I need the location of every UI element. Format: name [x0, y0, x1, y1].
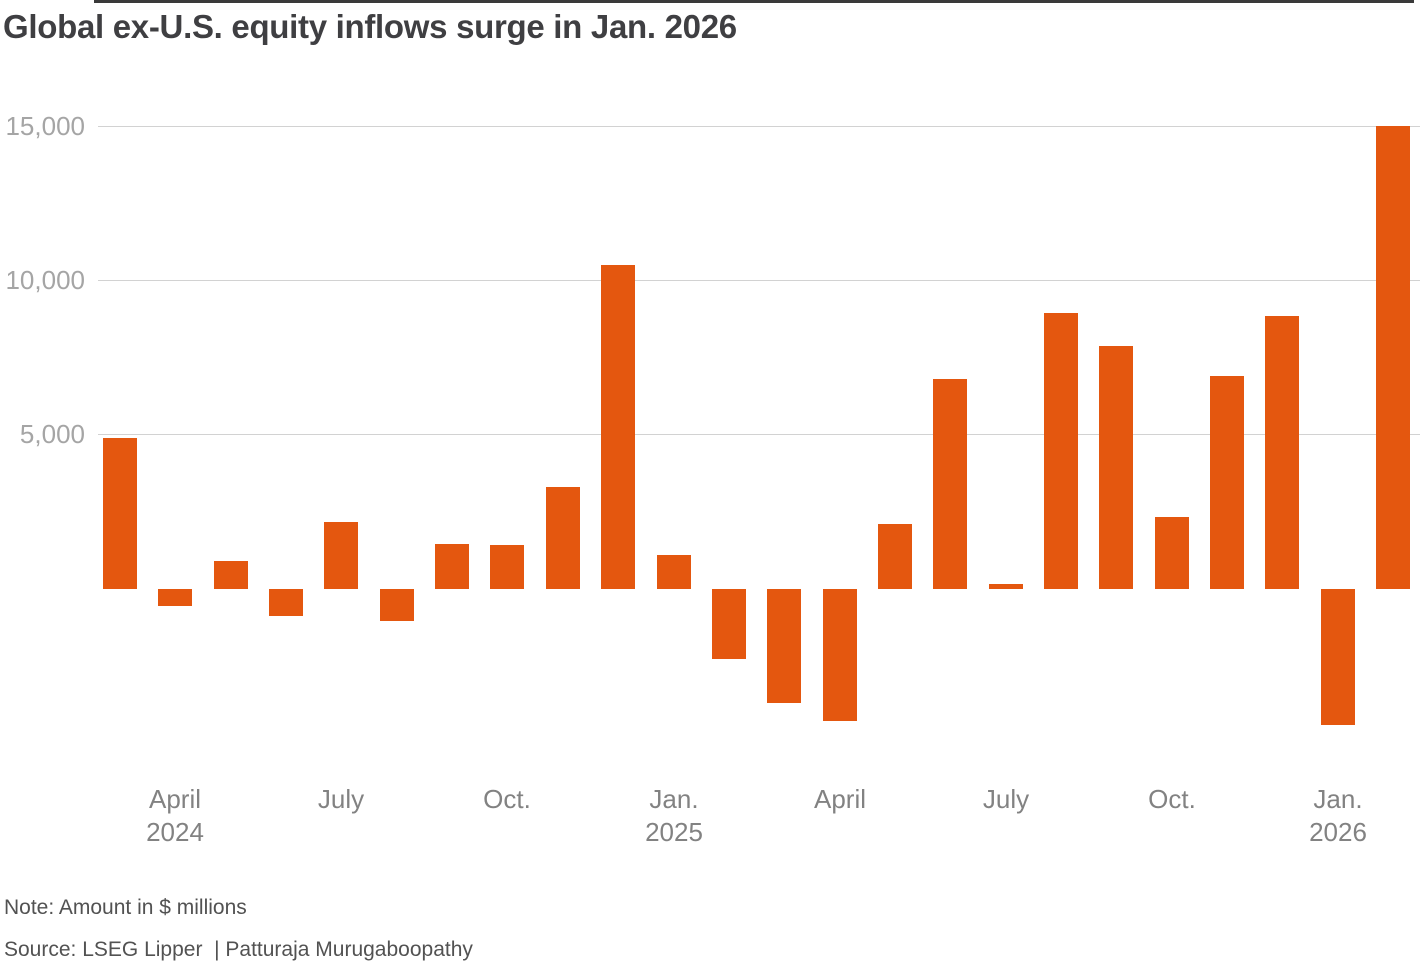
gridline-5,000	[98, 434, 1420, 435]
x-axis-tick-label: July	[982, 784, 1030, 814]
x-axis-tick-label: April 2024	[146, 784, 204, 847]
bar	[767, 589, 801, 703]
gridline-10,000	[98, 280, 1420, 281]
x-axis-tick-label: Oct.	[1148, 784, 1196, 814]
bar	[933, 379, 967, 589]
x-axis-tick-label: April	[813, 784, 866, 814]
bar	[1099, 346, 1133, 589]
bar	[1155, 517, 1189, 589]
gridline-15,000	[98, 126, 1420, 127]
chart-note: Note: Amount in $ millions	[4, 896, 247, 919]
bar	[158, 589, 192, 606]
bar	[490, 545, 524, 589]
x-axis-tick-label: Jan. 2026	[1309, 784, 1367, 847]
bar	[823, 589, 857, 721]
bar	[214, 561, 248, 589]
chart-title: Global ex-U.S. equity inflows surge in J…	[3, 8, 737, 45]
bar	[1265, 316, 1299, 589]
y-axis-tick-label: 10,000	[5, 265, 85, 295]
x-axis-zero-line	[94, 0, 1414, 3]
y-axis-tick-label: 15,000	[5, 111, 85, 141]
x-axis-tick-label: July	[317, 784, 365, 814]
bar	[435, 544, 469, 589]
bar	[878, 524, 912, 589]
bar	[324, 522, 358, 589]
x-axis-tick-label: Oct.	[483, 784, 531, 814]
bar	[1321, 589, 1355, 725]
bar	[712, 589, 746, 659]
bar	[657, 555, 691, 589]
x-axis-tick-label: Jan. 2025	[645, 784, 703, 847]
bar	[1210, 376, 1244, 589]
bar	[380, 589, 414, 621]
bar	[546, 487, 580, 589]
bar	[269, 589, 303, 616]
bar	[103, 438, 137, 589]
bar	[989, 584, 1023, 589]
bar	[1376, 126, 1410, 589]
chart-source: Source: LSEG Lipper | Patturaja Murugabo…	[4, 938, 473, 961]
bar	[601, 265, 635, 589]
bar	[1044, 313, 1078, 589]
y-axis-tick-label: 5,000	[19, 419, 85, 449]
